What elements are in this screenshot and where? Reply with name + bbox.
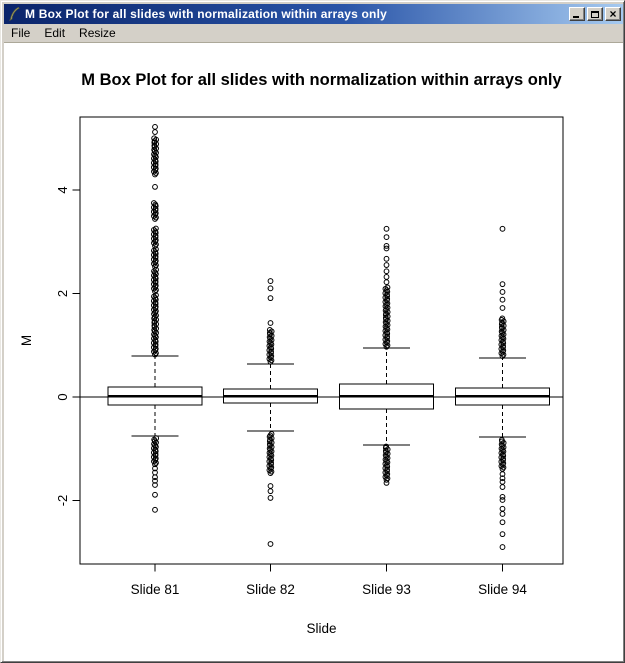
outlier-point bbox=[499, 296, 506, 303]
outlier-point bbox=[152, 491, 158, 498]
outlier-point bbox=[499, 497, 506, 503]
outlier-point bbox=[499, 475, 506, 482]
outlier-point bbox=[267, 495, 274, 501]
menu-resize[interactable]: Resize bbox=[79, 25, 116, 40]
x-axis-tick-label: Slide 93 bbox=[362, 582, 411, 597]
outlier-point bbox=[499, 305, 506, 311]
title-bar[interactable]: M Box Plot for all slides with normaliza… bbox=[4, 4, 623, 24]
outlier-point bbox=[153, 225, 159, 232]
outlier-point bbox=[152, 477, 158, 484]
outlier-point bbox=[500, 439, 507, 446]
maximize-button[interactable] bbox=[587, 7, 603, 21]
outlier-point bbox=[152, 228, 159, 235]
outlier-point bbox=[383, 279, 390, 286]
outlier-point bbox=[152, 506, 158, 513]
outlier-point bbox=[152, 123, 158, 130]
outlier-point bbox=[499, 505, 506, 512]
outlier-point bbox=[267, 488, 274, 495]
outlier-point bbox=[383, 268, 390, 275]
outlier-point bbox=[383, 234, 390, 240]
outlier-point bbox=[383, 443, 389, 450]
outlier-point bbox=[499, 493, 506, 500]
outlier-point bbox=[267, 278, 274, 284]
outlier-point bbox=[266, 327, 273, 333]
outlier-point bbox=[152, 465, 158, 472]
outlier-point bbox=[267, 320, 274, 326]
outlier-point bbox=[383, 225, 390, 232]
outlier-point bbox=[499, 225, 506, 232]
outlier-point bbox=[152, 474, 158, 481]
outlier-point bbox=[383, 274, 390, 280]
outlier-point bbox=[384, 284, 391, 291]
outlier-point bbox=[152, 183, 158, 190]
x-axis-tick-label: Slide 81 bbox=[131, 582, 180, 597]
boxplot-canvas: M Box Plot for all slides with normaliza… bbox=[19, 71, 564, 636]
outlier-point bbox=[151, 200, 157, 206]
outlier-point bbox=[499, 531, 506, 538]
x-axis-title: Slide bbox=[306, 621, 336, 636]
outlier-point bbox=[498, 437, 505, 443]
outlier-point bbox=[151, 138, 158, 145]
feather-icon bbox=[9, 7, 20, 21]
outlier-point bbox=[152, 269, 158, 276]
y-axis-tick-label: 0 bbox=[55, 393, 70, 400]
outlier-point bbox=[152, 482, 158, 488]
y-axis-title: M bbox=[19, 335, 34, 346]
outlier-point bbox=[153, 292, 159, 299]
outlier-point bbox=[153, 435, 160, 442]
outlier-point bbox=[267, 285, 274, 292]
outlier-point bbox=[383, 245, 390, 252]
y-axis-tick-label: 4 bbox=[55, 186, 70, 193]
outlier-point bbox=[383, 262, 390, 268]
outlier-point bbox=[499, 281, 506, 288]
minimize-icon bbox=[573, 16, 579, 18]
x-axis-tick-label: Slide 94 bbox=[478, 582, 527, 597]
outlier-point bbox=[152, 201, 159, 208]
outlier-point bbox=[267, 483, 274, 489]
close-button[interactable]: × bbox=[605, 7, 621, 21]
menu-bar: File Edit Resize bbox=[4, 24, 623, 43]
outlier-point bbox=[267, 295, 274, 302]
outlier-point bbox=[499, 511, 506, 517]
outlier-point bbox=[268, 431, 275, 437]
plot-frame bbox=[79, 116, 564, 565]
outlier-point bbox=[499, 289, 506, 295]
outlier-point bbox=[151, 135, 158, 142]
x-axis-tick-label: Slide 82 bbox=[246, 582, 295, 597]
outlier-point bbox=[153, 266, 159, 273]
outlier-point bbox=[383, 255, 390, 262]
maximize-icon bbox=[591, 10, 599, 18]
outlier-point bbox=[383, 287, 390, 294]
chart-title: M Box Plot for all slides with normaliza… bbox=[81, 71, 562, 89]
y-axis-tick-label: -2 bbox=[55, 495, 70, 507]
outlier-point bbox=[267, 541, 274, 547]
outlier-point bbox=[499, 484, 506, 490]
outlier-point bbox=[153, 246, 159, 253]
outlier-point bbox=[152, 129, 158, 135]
outlier-point bbox=[499, 315, 506, 322]
outlier-point bbox=[267, 432, 274, 439]
menu-edit[interactable]: Edit bbox=[44, 25, 66, 40]
plot-client-area: M Box Plot for all slides with normaliza… bbox=[4, 43, 623, 661]
y-axis-tick-label: 2 bbox=[55, 290, 70, 297]
outlier-point bbox=[499, 519, 506, 526]
window-title: M Box Plot for all slides with normaliza… bbox=[25, 7, 387, 21]
minimize-button[interactable] bbox=[569, 7, 585, 21]
outlier-point bbox=[383, 242, 390, 249]
outlier-point bbox=[152, 295, 159, 301]
outlier-point bbox=[152, 249, 159, 256]
outlier-point bbox=[499, 544, 506, 550]
menu-file[interactable]: File bbox=[11, 25, 31, 40]
close-icon: × bbox=[609, 7, 617, 21]
